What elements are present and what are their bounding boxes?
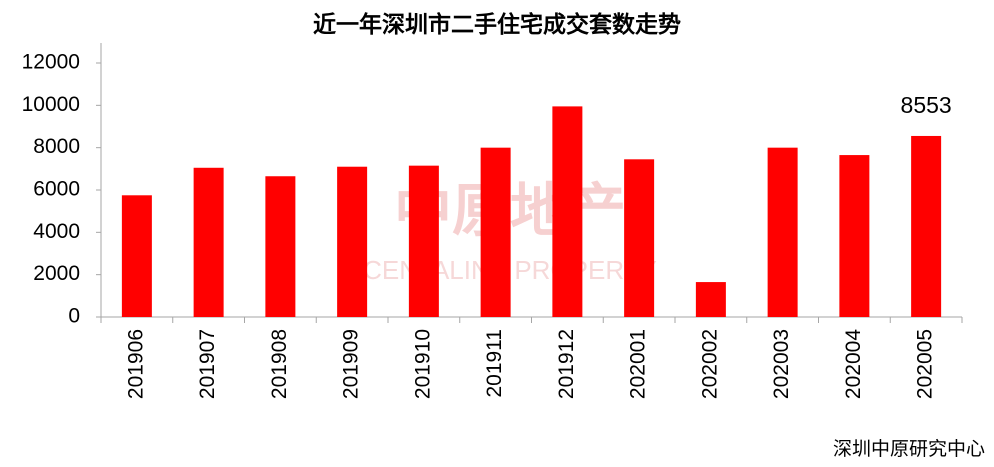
bar bbox=[552, 106, 583, 318]
x-tick-label: 202003 bbox=[770, 329, 793, 399]
x-tick-label: 201907 bbox=[196, 329, 219, 399]
bar bbox=[121, 195, 152, 317]
y-tick-label: 10000 bbox=[22, 93, 80, 116]
x-tick-label: 201911 bbox=[483, 329, 506, 398]
bar bbox=[337, 166, 368, 317]
x-tick-label: 201909 bbox=[340, 329, 363, 399]
x-tick-label: 201908 bbox=[268, 329, 291, 399]
bar bbox=[265, 176, 296, 317]
x-tick-label: 201912 bbox=[555, 329, 578, 399]
y-tick-label: 12000 bbox=[22, 51, 80, 74]
x-tick-label: 202004 bbox=[842, 329, 865, 399]
bar bbox=[695, 282, 726, 317]
y-tick-label: 8000 bbox=[33, 135, 80, 158]
y-tick-label: 2000 bbox=[33, 262, 80, 285]
bar bbox=[767, 147, 798, 317]
bar bbox=[408, 165, 439, 317]
y-tick-label: 0 bbox=[68, 305, 80, 328]
bar bbox=[480, 147, 511, 317]
x-tick-label: 202002 bbox=[698, 329, 721, 399]
x-tick-label: 201910 bbox=[411, 329, 434, 399]
source: 深圳中原研究中心 bbox=[833, 438, 985, 460]
bar bbox=[193, 167, 224, 317]
bar bbox=[911, 135, 942, 317]
x-tick-label: 202001 bbox=[627, 329, 650, 399]
value-label: 8553 bbox=[901, 92, 952, 118]
chart-title: 近一年深圳市二手住宅成交套数走势 bbox=[313, 11, 681, 37]
y-tick-label: 4000 bbox=[33, 220, 80, 243]
bar bbox=[624, 159, 655, 317]
bar bbox=[839, 155, 870, 317]
x-tick-label: 201906 bbox=[124, 329, 147, 399]
y-tick-label: 6000 bbox=[33, 178, 80, 201]
x-tick-label: 202005 bbox=[914, 329, 937, 399]
